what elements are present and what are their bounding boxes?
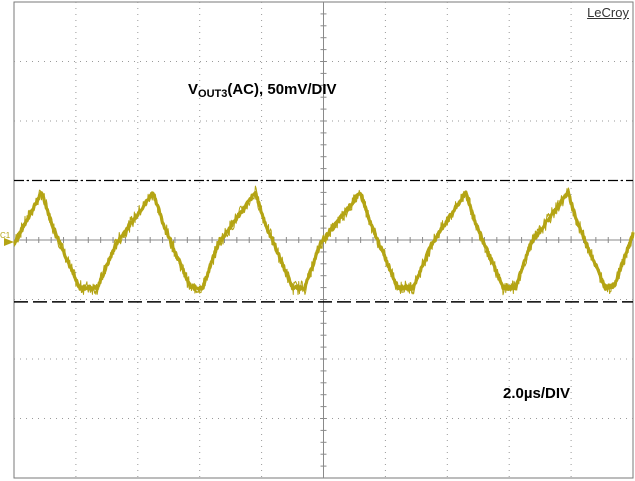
voltage-label-subscript: OUT3 [198,88,228,100]
channel-marker-arrow [4,238,14,246]
time-scale-label: 2.0µs/DIV [503,385,571,402]
voltage-label-suffix: (AC), 50mV/DIV [227,81,337,98]
brand-logo-text: LeCroy [587,5,629,20]
channel-marker-label: C1 [0,231,11,240]
voltage-label-prefix: V [188,81,199,98]
waveform-trace [13,190,635,291]
voltage-scale-label: VOUT3(AC), 50mV/DIV [188,80,337,100]
